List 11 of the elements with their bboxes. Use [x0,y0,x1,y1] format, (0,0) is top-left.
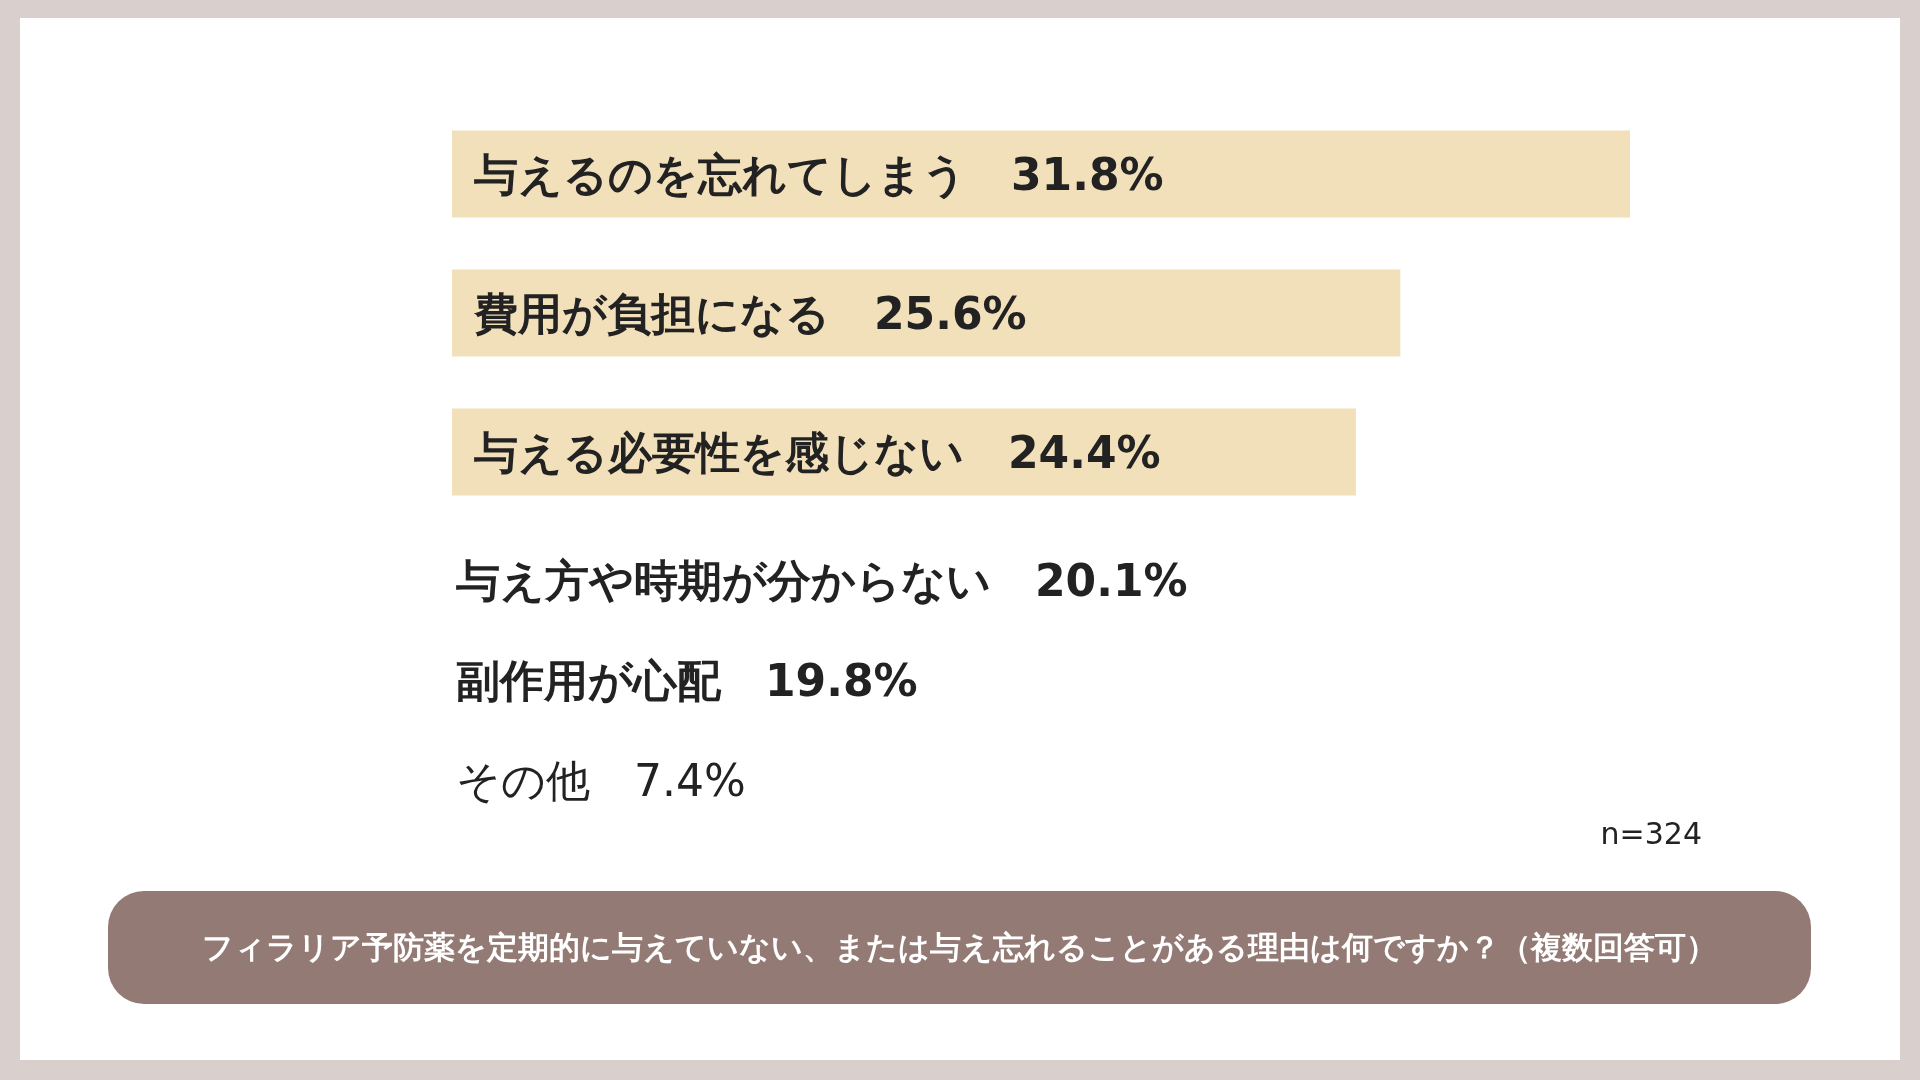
y-tick-label: 与える必要性を感じない [474,426,1008,478]
data-label: 24.4% [1008,426,1161,478]
text: その他 7.4% [456,754,746,806]
data-label: 25.6% [874,287,1027,339]
data-label: 31.8% [1011,148,1164,200]
text: n=324 [1600,815,1702,851]
y-tick-label: 与えるのを忘れてしまう [474,148,1011,200]
text: フィラリア予防薬を定期的に与えていない、または与え忘れることがある理由は何ですか？（複数回答可） [201,929,1717,965]
y-tick-label: 費用が負担になる [473,287,874,339]
text: 副作用が心配 19.8% [456,654,918,706]
text: 与え方や時期が分からない 20.1% [456,554,1188,606]
